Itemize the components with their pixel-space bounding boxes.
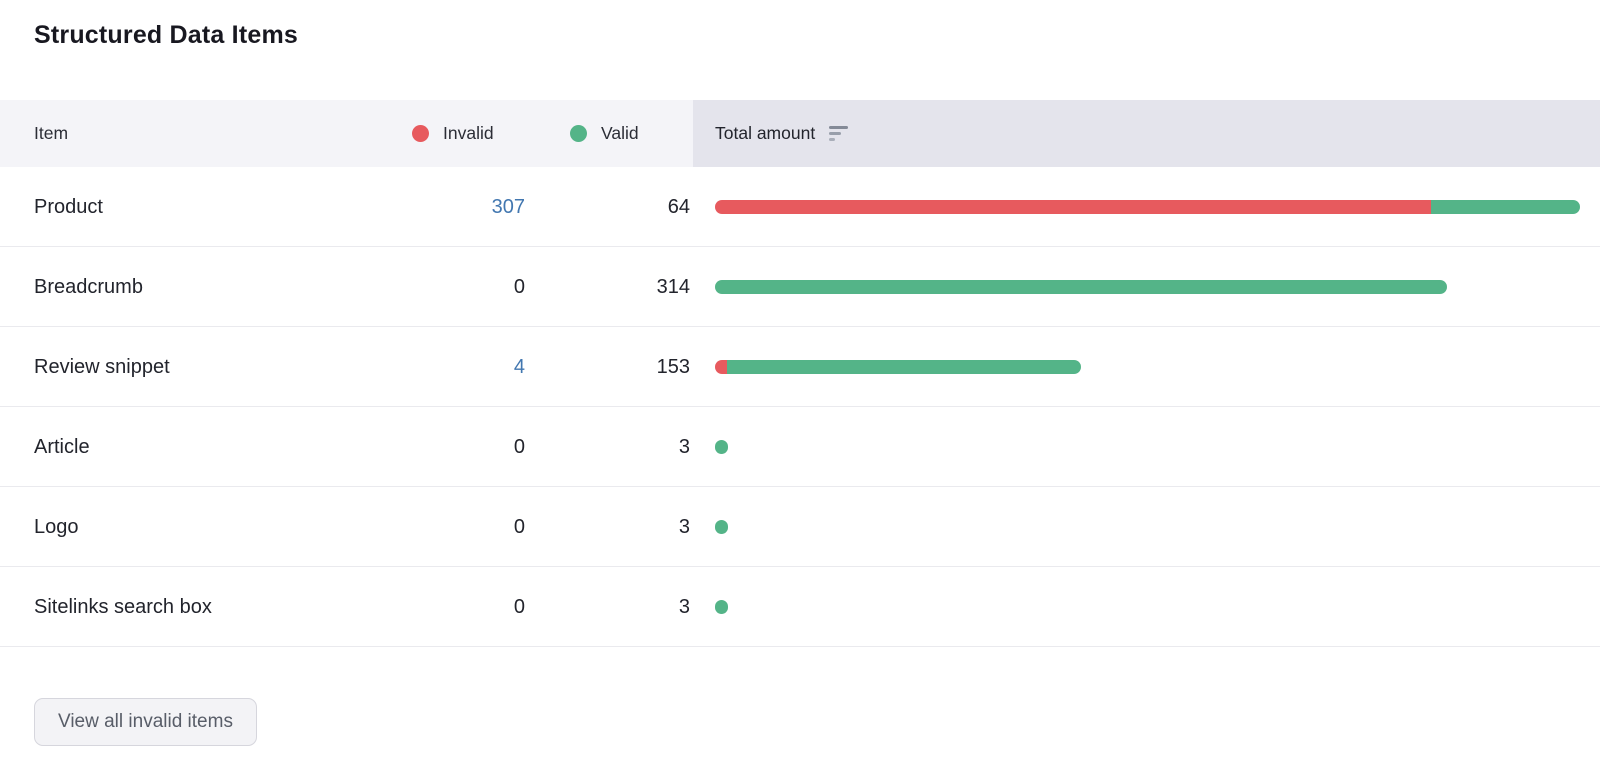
bar-valid-segment [727, 360, 1081, 374]
invalid-count: 0 [513, 435, 525, 458]
bar-cell [715, 167, 1580, 247]
invalid-dot-icon [412, 125, 429, 142]
bar-valid-segment [1431, 200, 1580, 214]
item-name: Article [34, 435, 90, 458]
sort-descending-icon [829, 126, 849, 141]
table-row: Review snippet 4 153 [0, 327, 1600, 407]
total-amount-bar [715, 440, 728, 454]
valid-count: 3 [678, 515, 690, 538]
total-amount-bar [715, 520, 728, 534]
bar-valid-segment [715, 520, 728, 534]
total-amount-bar [715, 280, 1447, 294]
page-title: Structured Data Items [34, 21, 298, 49]
valid-count: 3 [678, 435, 690, 458]
column-header-item: Item [34, 123, 69, 143]
invalid-count[interactable]: 4 [513, 355, 525, 378]
table-row: Sitelinks search box 0 3 [0, 567, 1600, 647]
total-amount-bar [715, 600, 728, 614]
valid-count: 153 [656, 355, 690, 378]
view-all-invalid-items-button[interactable]: View all invalid items [34, 698, 257, 746]
item-name: Review snippet [34, 355, 170, 378]
bar-cell [715, 407, 1580, 487]
bar-cell [715, 327, 1580, 407]
total-amount-bar [715, 360, 1081, 374]
bar-valid-segment [715, 440, 728, 454]
legend-valid: Valid [570, 100, 639, 167]
invalid-count: 0 [513, 595, 525, 618]
bar-invalid-segment [715, 200, 1431, 214]
item-name: Product [34, 195, 103, 218]
bar-valid-segment [715, 600, 728, 614]
item-name: Logo [34, 515, 79, 538]
valid-count: 64 [667, 195, 690, 218]
table-row: Logo 0 3 [0, 487, 1600, 567]
table-footer: View all invalid items [34, 698, 257, 746]
table-row: Product 307 64 [0, 167, 1600, 247]
bar-cell [715, 487, 1580, 567]
bar-valid-segment [715, 280, 1447, 294]
bar-cell [715, 567, 1580, 647]
invalid-count: 0 [513, 275, 525, 298]
invalid-count[interactable]: 307 [491, 195, 525, 218]
valid-count: 3 [678, 595, 690, 618]
bar-invalid-segment [715, 360, 727, 374]
table-header: Item Invalid Valid Total amount [0, 100, 1600, 167]
item-name: Sitelinks search box [34, 595, 212, 618]
table-row: Breadcrumb 0 314 [0, 247, 1600, 327]
legend-invalid: Invalid [412, 100, 494, 167]
legend-invalid-label: Invalid [443, 123, 494, 143]
valid-count: 314 [656, 275, 690, 298]
column-header-total-amount[interactable]: Total amount [693, 100, 1600, 167]
legend-valid-label: Valid [601, 123, 639, 143]
total-amount-bar [715, 200, 1580, 214]
invalid-count: 0 [513, 515, 525, 538]
table-row: Article 0 3 [0, 407, 1600, 487]
bar-cell [715, 247, 1580, 327]
table-body: Product 307 64 Breadcrumb 0 314 [0, 167, 1600, 647]
item-name: Breadcrumb [34, 275, 143, 298]
total-amount-label: Total amount [715, 123, 816, 143]
valid-dot-icon [570, 125, 587, 142]
